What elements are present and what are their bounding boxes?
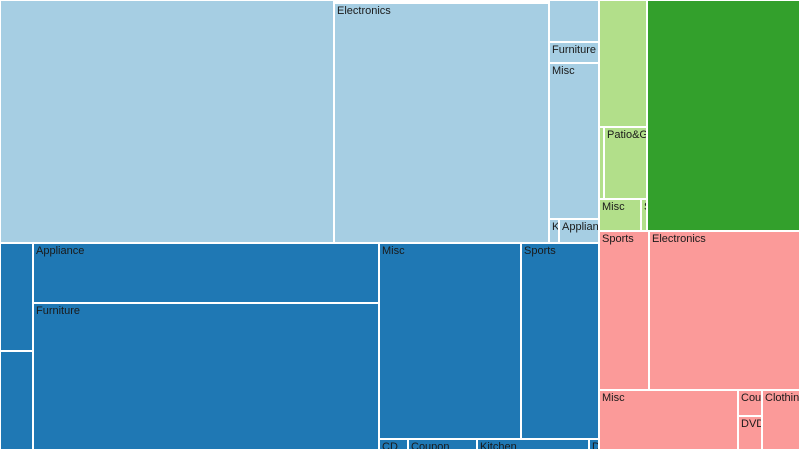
treemap-tile-label: K: [552, 221, 559, 233]
treemap-tile-k: K: [549, 219, 559, 243]
treemap-tile-sports: Sports: [599, 231, 649, 390]
treemap-tile-label: Electronics: [652, 233, 706, 245]
treemap-tile-label: Sports: [524, 245, 556, 257]
treemap-tile-unlabeled: [0, 243, 33, 351]
treemap-tile-appliance: Appliance: [33, 243, 379, 303]
treemap-tile-label: Furniture: [552, 44, 597, 56]
treemap-tile-dvd: DVD: [738, 416, 762, 450]
treemap-tile-d: D: [589, 439, 599, 450]
treemap-tile-kitchen: Kitchen: [477, 439, 589, 450]
treemap-tile-furniture: Furniture: [33, 303, 379, 450]
treemap-tile-i: I: [599, 127, 604, 199]
treemap-tile-misc: Misc: [599, 390, 738, 450]
treemap-tile-unlabeled: [0, 351, 33, 450]
treemap-tile-s: S: [641, 199, 647, 231]
treemap-tile-unlabeled: [647, 0, 800, 231]
treemap-tile-label: Electronics: [337, 5, 391, 17]
treemap-tile-label: D: [592, 441, 598, 449]
treemap-tile-label: Misc: [552, 65, 575, 77]
treemap-tile-cd: CD: [379, 439, 408, 450]
treemap-tile-coupon: Coupon: [408, 439, 477, 450]
treemap-tile-label: Patio&G: [607, 129, 647, 141]
treemap-tile-clothin: Clothin: [762, 390, 800, 450]
treemap-tile-label: Coupon: [411, 441, 450, 450]
treemap-tile-label: Furniture: [36, 305, 81, 317]
treemap-tile-label: S: [644, 201, 646, 213]
treemap-tile-label: Appliance: [36, 245, 85, 257]
treemap-tile-label: Misc: [602, 201, 625, 213]
treemap-tile-unlabeled: [599, 0, 647, 127]
treemap-tile-label: Applian: [562, 221, 599, 233]
treemap-tile-patio-g: Patio&G: [604, 127, 647, 199]
treemap-tile-label: Misc: [602, 392, 625, 404]
treemap-tile-misc: Misc: [599, 199, 641, 231]
treemap-tile-label: Sports: [602, 233, 634, 245]
treemap-tile-unlabeled: [0, 0, 334, 243]
treemap-tile-applian: Applian: [559, 219, 599, 243]
treemap-tile-label: CD: [382, 441, 398, 450]
treemap-tile-electronics: Electronics: [649, 231, 800, 390]
treemap-tile-label: DVD: [741, 418, 762, 430]
treemap-tile-label: Clothin: [765, 392, 800, 404]
treemap-tile-cou: Cou: [738, 390, 762, 416]
treemap-tile-unlabeled: [549, 0, 599, 42]
treemap-tile-label: Kitchen: [480, 441, 517, 450]
treemap-tile-label: Cou: [741, 392, 762, 404]
treemap-tile-label: I: [602, 129, 603, 141]
treemap-tile-misc: Misc: [379, 243, 521, 439]
treemap-tile-sports: Sports: [521, 243, 599, 439]
treemap-tile-misc: Misc: [549, 63, 599, 219]
treemap-tile-electronics: Electronics: [334, 3, 549, 243]
treemap-tile-furniture: Furniture: [549, 42, 599, 63]
treemap-tile-label: Misc: [382, 245, 405, 257]
